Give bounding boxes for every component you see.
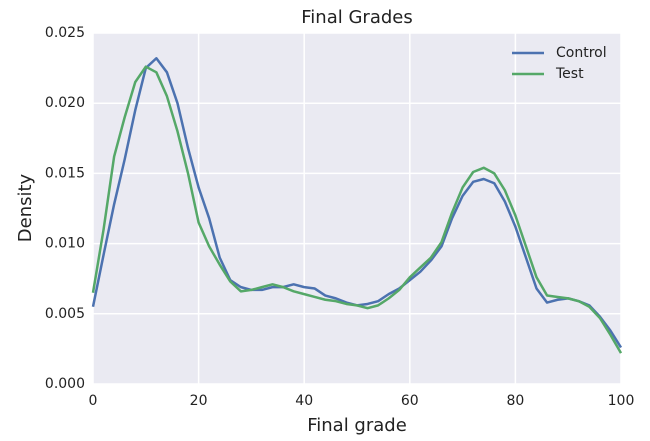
plot-area [93,33,621,384]
y-tick-label: 0.005 [45,306,85,322]
y-tick-label: 0.000 [45,376,85,392]
x-axis-label: Final grade [307,415,407,436]
x-tick-label: 20 [190,393,208,409]
y-tick-label: 0.015 [45,165,85,181]
legend-label: Test [555,66,584,82]
y-tick-label: 0.010 [45,236,85,252]
line [91,65,623,354]
chart-title: Final Grades [301,7,412,28]
x-tick-label: 40 [295,393,313,409]
y-tick-label: 0.025 [45,25,85,41]
y-axis-label: Density [15,173,36,242]
x-tick-label: 60 [401,393,419,409]
legend-label: Control [556,45,607,61]
x-tick-label: 80 [506,393,524,409]
y-tick-label: 0.020 [45,95,85,111]
x-tick-label: 100 [608,393,635,409]
x-tick-label: 0 [89,393,98,409]
